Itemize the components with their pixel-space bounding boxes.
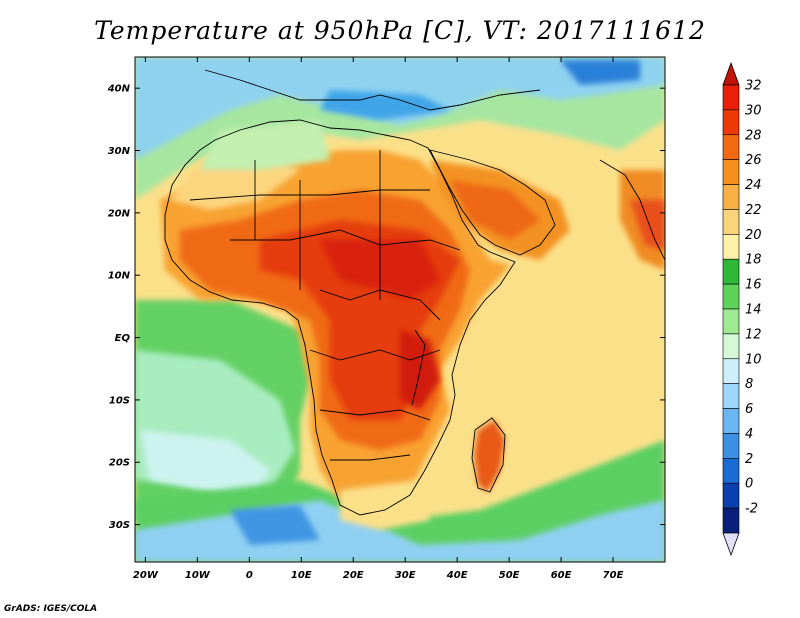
lat-tick-label: 20S bbox=[109, 458, 130, 469]
colorbar-swatch bbox=[722, 458, 740, 484]
colorbar-label: 2 bbox=[745, 452, 753, 467]
colorbar-swatch bbox=[722, 333, 740, 360]
colorbar-label: 0 bbox=[745, 477, 753, 492]
colorbar-label: 14 bbox=[745, 303, 762, 318]
colorbar-swatch bbox=[722, 84, 740, 111]
colorbar-swatch bbox=[722, 209, 740, 235]
latitude-axis: 40N 30N 20N 10N EQ 10S 20S 30S bbox=[107, 84, 665, 531]
colorbar-label: 20 bbox=[745, 228, 762, 243]
colorbar-swatch bbox=[722, 134, 740, 160]
colorbar-swatch bbox=[722, 408, 740, 434]
colorbar-label: 32 bbox=[745, 79, 762, 94]
colorbar-swatch bbox=[722, 234, 740, 260]
colorbar-label: 4 bbox=[745, 427, 753, 442]
colorbar-bottom-arrow bbox=[722, 532, 740, 557]
longitude-axis: 20W 10W 0 10E 20E 30E 40E 50E 60E 70E bbox=[133, 57, 624, 581]
colorbar-swatch bbox=[722, 383, 740, 409]
colorbar-label: 18 bbox=[745, 253, 762, 268]
lat-tick-label: 20N bbox=[108, 208, 131, 219]
lon-tick-label: 60E bbox=[551, 570, 572, 581]
lat-tick-label: 40N bbox=[107, 84, 131, 95]
colorbar-label: 16 bbox=[745, 278, 762, 293]
colorbar-swatch bbox=[722, 283, 740, 310]
colorbar-label: -2 bbox=[745, 502, 758, 517]
colorbar-swatch bbox=[722, 433, 740, 459]
colorbar-label: 26 bbox=[745, 153, 762, 168]
lon-tick-label: 50E bbox=[499, 570, 520, 581]
colorbar-swatch bbox=[722, 159, 740, 185]
lon-tick-label: 20E bbox=[343, 570, 364, 581]
colorbar-swatch bbox=[722, 507, 740, 534]
lon-tick-label: 30E bbox=[395, 570, 416, 581]
map-title: Temperature at 950hPa [C], VT: 201711161… bbox=[94, 16, 706, 45]
lon-tick-label: 40E bbox=[446, 570, 468, 581]
colorbar-swatch bbox=[722, 482, 740, 509]
colorbar-label: 22 bbox=[745, 203, 762, 218]
lon-tick-label: 20W bbox=[133, 570, 159, 581]
lat-tick-label: 10S bbox=[109, 395, 130, 406]
lat-tick-label: EQ bbox=[115, 333, 131, 344]
colorbar-swatch bbox=[722, 184, 740, 210]
colorbar-top-arrow bbox=[722, 61, 740, 86]
map-frame bbox=[134, 56, 666, 563]
colorbar-swatch bbox=[722, 358, 740, 384]
colorbar-label: 30 bbox=[745, 103, 762, 118]
colorbar-label: 6 bbox=[745, 402, 753, 417]
lat-tick-label: 30S bbox=[109, 520, 130, 531]
colorbar-label: 8 bbox=[745, 377, 753, 392]
colorbar-label: 10 bbox=[745, 352, 762, 367]
coastlines bbox=[164, 69, 665, 516]
colorbar-label: 12 bbox=[745, 327, 762, 342]
colorbar-swatch bbox=[722, 109, 740, 136]
lon-tick-label: 70E bbox=[603, 570, 624, 581]
colorbar-swatch bbox=[722, 308, 740, 335]
colorbar-swatch bbox=[722, 258, 740, 285]
lon-tick-label: 10W bbox=[185, 570, 211, 581]
lon-tick-label: 0 bbox=[246, 570, 253, 581]
colorbar-label: 28 bbox=[745, 128, 762, 143]
lon-tick-label: 10E bbox=[291, 570, 312, 581]
temperature-field bbox=[135, 57, 665, 562]
lat-tick-label: 10N bbox=[108, 271, 131, 282]
grads-credit: GrADS: IGES/COLA bbox=[4, 604, 98, 614]
lat-tick-label: 30N bbox=[108, 146, 131, 157]
colorbar-label: 24 bbox=[745, 178, 762, 193]
